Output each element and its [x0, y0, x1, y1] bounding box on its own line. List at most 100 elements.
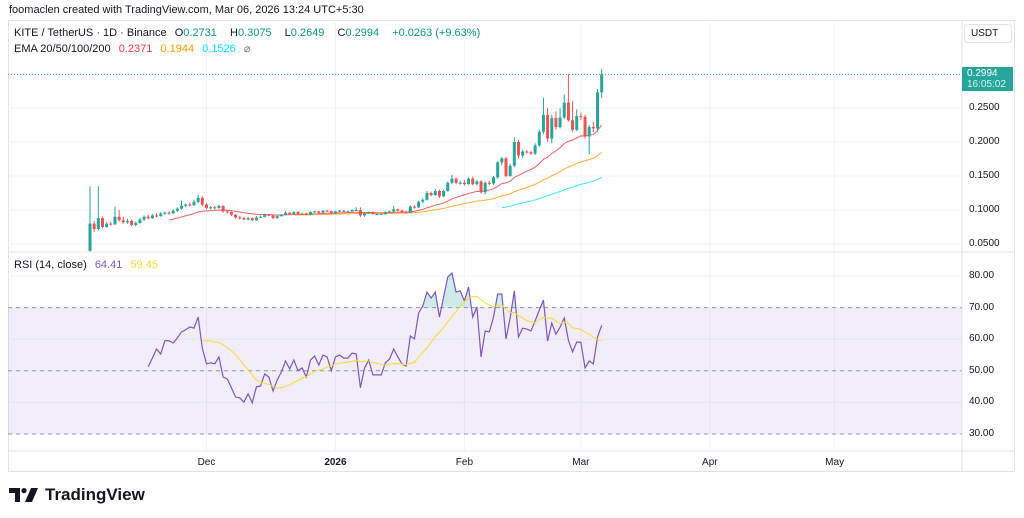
candle-body	[263, 214, 267, 217]
candle	[396, 208, 400, 212]
candle	[450, 174, 454, 185]
candle	[338, 210, 342, 213]
candle-body	[346, 211, 350, 213]
candle-body	[471, 178, 475, 185]
candle	[96, 186, 100, 231]
candle	[541, 97, 545, 134]
candle-body	[600, 74, 604, 93]
candle	[209, 205, 213, 210]
attribution-header: foomaclen created with TradingView.com, …	[9, 4, 364, 16]
candle	[171, 209, 175, 215]
candle	[550, 114, 554, 144]
candle	[596, 88, 600, 132]
candle	[492, 176, 496, 185]
candle-body	[279, 214, 283, 217]
candle	[121, 216, 125, 224]
ema20-line	[168, 124, 603, 221]
candle	[100, 216, 104, 229]
candle-body	[221, 205, 225, 212]
tradingview-logo[interactable]: TradingView	[9, 485, 145, 505]
candle	[238, 216, 242, 220]
candle-body	[313, 211, 317, 213]
ema-legend[interactable]: EMA 20/50/100/200 0.2371 0.1944 0.1526 ⌀	[14, 42, 255, 55]
candle	[225, 210, 229, 214]
candle-body	[234, 214, 238, 218]
candle	[229, 211, 233, 217]
currency-button[interactable]: USDT	[964, 24, 1012, 43]
candle	[388, 210, 392, 213]
candle	[155, 213, 159, 218]
rsi-tick-label: 50.00	[969, 364, 995, 376]
candle	[213, 205, 217, 210]
rsi-lines	[147, 272, 603, 405]
candle-body	[529, 152, 533, 154]
close-label: C	[337, 27, 346, 39]
candle-body	[412, 206, 416, 208]
ema100-line	[501, 176, 602, 209]
candle	[587, 125, 591, 155]
candle-body	[288, 212, 292, 215]
candle-body	[275, 216, 279, 219]
candle	[433, 188, 437, 196]
candle	[371, 211, 375, 215]
candle	[516, 139, 520, 159]
candle	[591, 121, 595, 132]
candle	[163, 211, 167, 215]
candle-body	[209, 207, 213, 209]
candle	[421, 198, 425, 204]
candle-body	[396, 209, 400, 211]
candle	[167, 211, 171, 215]
rsi-legend[interactable]: RSI (14, close) 64.41 59.45	[14, 259, 163, 271]
candle	[142, 215, 146, 221]
candle-body	[171, 210, 175, 214]
symbol-name[interactable]: KITE / TetherUS · 1D · Binance	[14, 27, 167, 39]
candle	[254, 216, 258, 221]
candle-body	[496, 162, 500, 178]
rsi-ma-line	[202, 295, 602, 389]
candle-body	[284, 212, 288, 215]
candle-body	[521, 151, 525, 156]
candle-body	[321, 210, 325, 213]
candle	[442, 189, 446, 198]
candle	[138, 218, 142, 224]
candle	[525, 150, 529, 154]
rsi-tick-label: 70.00	[969, 301, 995, 313]
candle	[500, 156, 504, 166]
ema50-line	[293, 152, 602, 216]
candle-body	[363, 213, 367, 216]
candle	[437, 189, 441, 198]
candle	[383, 211, 387, 215]
open-label: O	[174, 27, 184, 39]
candle	[308, 211, 312, 216]
candle-body	[142, 216, 146, 220]
ema-label[interactable]: EMA 20/50/100/200	[14, 43, 111, 55]
candle-body	[96, 218, 100, 230]
candle-body	[196, 197, 200, 202]
candle	[537, 129, 541, 147]
rsi-label[interactable]: RSI (14, close)	[14, 259, 87, 271]
candle	[566, 74, 570, 122]
candle-body	[442, 190, 446, 197]
candle	[571, 101, 575, 132]
candle-body	[550, 118, 554, 139]
candle-body	[392, 209, 396, 212]
time-tick-label: 2026	[324, 457, 347, 468]
candle-body	[329, 211, 333, 214]
price-tick-label: 0.0500	[969, 238, 1000, 249]
candle	[425, 190, 429, 201]
rsi-tick-label: 60.00	[969, 333, 995, 345]
symbol-legend[interactable]: KITE / TetherUS · 1D · Binance O0.2731 H…	[14, 27, 485, 39]
candle	[109, 221, 113, 226]
candle-body	[325, 210, 329, 212]
candle	[454, 177, 458, 185]
candle	[354, 207, 358, 211]
candle	[546, 108, 550, 142]
candle	[217, 204, 221, 209]
candle	[521, 149, 525, 158]
candle	[358, 207, 362, 217]
rsi-line	[147, 272, 603, 405]
candle	[458, 180, 462, 185]
candle	[483, 181, 487, 195]
candle	[304, 212, 308, 216]
